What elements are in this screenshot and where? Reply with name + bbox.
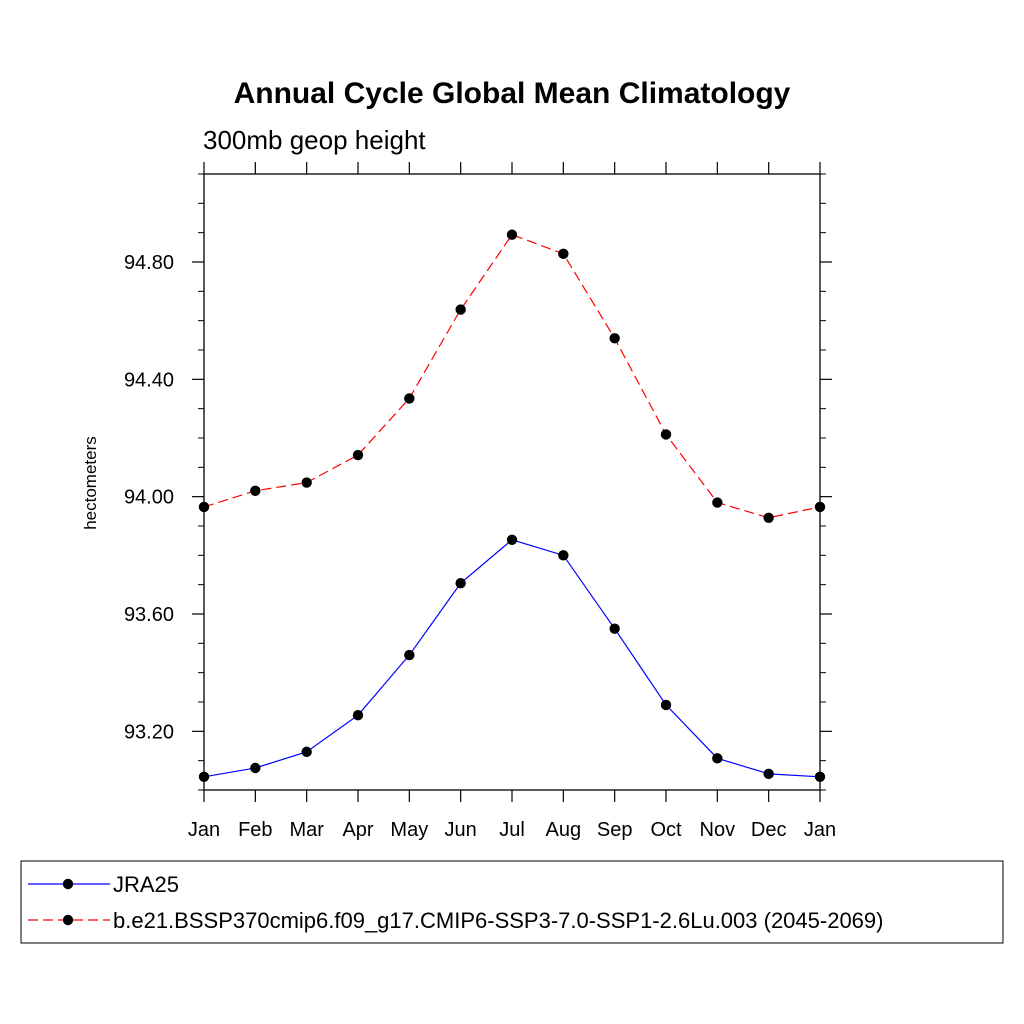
data-point-s2-2 (250, 485, 261, 496)
plot-frame (203, 173, 821, 791)
legend: JRA25 b.e21.BSSP370cmip6.f09_g17.CMIP6-SS… (28, 872, 883, 933)
legend-label-1: JRA25 (113, 872, 179, 897)
data-point-s1-12 (763, 768, 774, 780)
data-point-s2-10 (660, 429, 672, 440)
chart-subtitle: 300mb geop height (203, 125, 426, 155)
data-point-s1-1 (198, 771, 210, 782)
data-point-s1-10 (660, 699, 672, 711)
y-tick-labels: 93.20 93.60 94.00 94.40 94.80 (124, 252, 174, 743)
x-tick-label: Aug (546, 819, 582, 841)
y-tick-label: 93.20 (124, 721, 174, 743)
legend-marker-2 (62, 914, 74, 926)
legend-label-2: b.e21.BSSP370cmip6.f09_g17.CMIP6-SSP3-7.… (113, 908, 883, 933)
data-point-s1-7 (506, 534, 518, 545)
x-tick-label: Mar (289, 819, 324, 841)
series-line-1 (203, 539, 821, 778)
data-point-s1-9 (609, 623, 620, 634)
x-tick-label: Apr (342, 819, 373, 841)
x-tick-label: May (390, 819, 428, 841)
data-point-s1-13 (814, 771, 826, 782)
x-tick-label: Dec (751, 819, 787, 841)
x-tick-label: Nov (700, 819, 736, 841)
x-tick-label: Jul (499, 819, 525, 841)
x-tick-label: Sep (597, 819, 633, 841)
data-point-s1-2 (250, 762, 261, 774)
data-point-s1-4 (352, 710, 364, 721)
x-tick-label: Feb (238, 819, 272, 841)
data-point-s2-6 (455, 304, 466, 315)
y-axis-label: hectometers (81, 436, 100, 530)
x-tick-label: Jan (804, 819, 836, 841)
data-point-s2-7 (506, 229, 518, 240)
data-point-s1-8 (558, 550, 569, 561)
data-point-s1-11 (712, 753, 723, 764)
series-line-2 (203, 233, 821, 519)
data-point-s2-12 (763, 512, 774, 523)
data-point-s2-9 (609, 333, 620, 344)
data-point-s2-11 (712, 497, 723, 508)
data-point-s2-4 (352, 449, 364, 461)
legend-box (20, 860, 1004, 944)
x-tick-label: Oct (650, 819, 682, 841)
data-point-s1-3 (301, 746, 312, 758)
data-point-s2-3 (301, 477, 312, 488)
data-point-s2-1 (198, 501, 210, 513)
x-tick-label: Jan (188, 819, 220, 841)
data-point-s2-8 (558, 248, 569, 259)
x-tick-labels: Jan Feb Mar Apr May Jun Jul Aug Sep Oct Nov Dec Jan (188, 819, 836, 841)
axis-ticks (192, 162, 832, 802)
data-point-s2-13 (814, 501, 826, 513)
x-tick-label: Jun (445, 819, 477, 841)
legend-marker-1 (62, 878, 74, 890)
y-tick-label: 94.40 (124, 369, 174, 391)
chart-title: Annual Cycle Global Mean Climatology (234, 77, 791, 110)
y-tick-label: 94.00 (124, 487, 174, 509)
data-point-s1-6 (455, 578, 466, 589)
series-points (198, 229, 826, 782)
data-point-s2-5 (404, 393, 415, 404)
series-lines (203, 233, 821, 778)
y-tick-label: 93.60 (124, 604, 174, 626)
data-point-s1-5 (404, 649, 415, 661)
y-tick-label: 94.80 (124, 252, 174, 274)
